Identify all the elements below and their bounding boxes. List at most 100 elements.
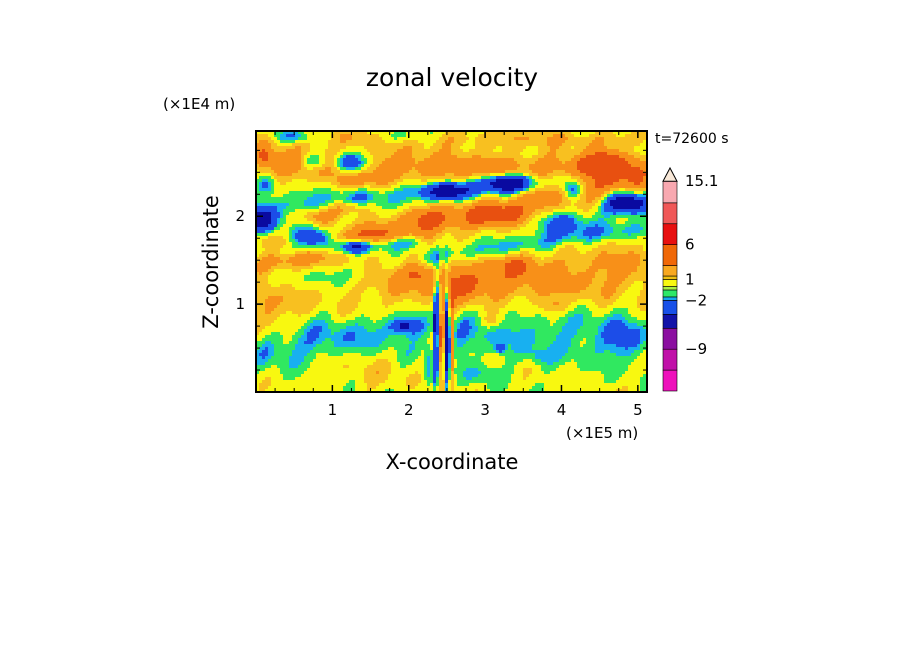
field-cell — [349, 230, 353, 234]
field-cell — [295, 176, 299, 180]
field-cell — [592, 158, 596, 162]
field-cell — [451, 215, 455, 219]
field-cell — [355, 170, 359, 174]
field-cell — [439, 176, 443, 180]
field-cell — [535, 176, 539, 180]
field-cell — [424, 197, 428, 201]
field-cell — [295, 233, 299, 237]
field-cell — [490, 185, 494, 189]
field-cell — [280, 200, 284, 204]
field-cell — [598, 191, 602, 195]
field-cell — [508, 233, 512, 237]
field-cell — [409, 227, 413, 231]
field-cell — [580, 218, 584, 222]
field-cell — [418, 221, 422, 225]
field-cell — [394, 149, 398, 153]
field-cell — [472, 146, 476, 150]
field-cell — [421, 197, 425, 201]
field-cell — [349, 215, 353, 219]
field-cell — [535, 236, 539, 240]
field-cell — [256, 224, 260, 228]
field-cell — [331, 149, 335, 153]
field-cell — [409, 143, 413, 147]
field-cell — [367, 146, 371, 150]
field-cell — [592, 155, 596, 159]
field-cell — [583, 209, 587, 213]
field-cell — [397, 221, 401, 225]
field-cell — [367, 194, 371, 198]
field-cell — [517, 221, 521, 225]
field-cell — [421, 146, 425, 150]
field-cell — [529, 236, 533, 240]
field-cell — [544, 173, 548, 177]
field-cell — [523, 215, 527, 219]
field-cell — [511, 236, 515, 240]
field-cell — [424, 182, 428, 186]
field-cell — [445, 188, 449, 192]
field-cell — [271, 209, 275, 213]
field-cell — [478, 143, 482, 147]
field-cell — [334, 197, 338, 201]
field-cell — [385, 176, 389, 180]
field-cell — [295, 134, 299, 138]
field-cell — [571, 239, 575, 243]
field-cell — [484, 164, 488, 168]
field-cell — [307, 212, 311, 216]
field-cell — [511, 227, 515, 231]
field-cell — [322, 170, 326, 174]
field-cell — [574, 242, 578, 246]
field-cell — [544, 164, 548, 168]
field-cell — [595, 134, 599, 138]
field-cell — [334, 176, 338, 180]
field-cell — [454, 155, 458, 159]
field-cell — [406, 233, 410, 237]
field-cell — [547, 239, 551, 243]
field-cell — [607, 182, 611, 186]
field-cell — [316, 197, 320, 201]
field-cell — [475, 200, 479, 204]
field-cell — [304, 167, 308, 171]
field-cell — [508, 164, 512, 168]
field-cell — [343, 209, 347, 213]
field-cell — [559, 209, 563, 213]
field-cell — [586, 188, 590, 192]
field-cell — [544, 182, 548, 186]
field-cell — [502, 230, 506, 234]
field-cell — [271, 206, 275, 210]
field-cell — [457, 227, 461, 231]
field-cell — [442, 152, 446, 156]
field-cell — [382, 134, 386, 138]
field-cell — [595, 185, 599, 189]
field-cell — [418, 212, 422, 216]
field-cell — [421, 167, 425, 171]
field-cell — [412, 227, 416, 231]
field-cell — [592, 149, 596, 153]
field-cell — [361, 161, 365, 165]
field-cell — [400, 212, 404, 216]
field-cell — [289, 179, 293, 183]
field-cell — [625, 182, 629, 186]
field-cell — [376, 212, 380, 216]
field-cell — [403, 197, 407, 201]
field-cell — [493, 176, 497, 180]
field-cell — [280, 233, 284, 237]
field-cell — [619, 215, 623, 219]
field-cell — [508, 227, 512, 231]
field-cell — [634, 209, 638, 213]
field-cell — [547, 233, 551, 237]
field-cell — [541, 161, 545, 165]
field-cell — [577, 218, 581, 222]
field-cell — [400, 221, 404, 225]
field-cell — [388, 176, 392, 180]
field-cell — [550, 224, 554, 228]
field-cell — [349, 227, 353, 231]
field-cell — [418, 191, 422, 195]
field-cell — [445, 140, 449, 144]
field-cell — [574, 137, 578, 141]
field-cell — [538, 179, 542, 183]
field-cell — [427, 203, 431, 207]
field-cell — [352, 176, 356, 180]
field-cell — [283, 218, 287, 222]
field-cell — [490, 197, 494, 201]
field-cell — [424, 242, 428, 246]
